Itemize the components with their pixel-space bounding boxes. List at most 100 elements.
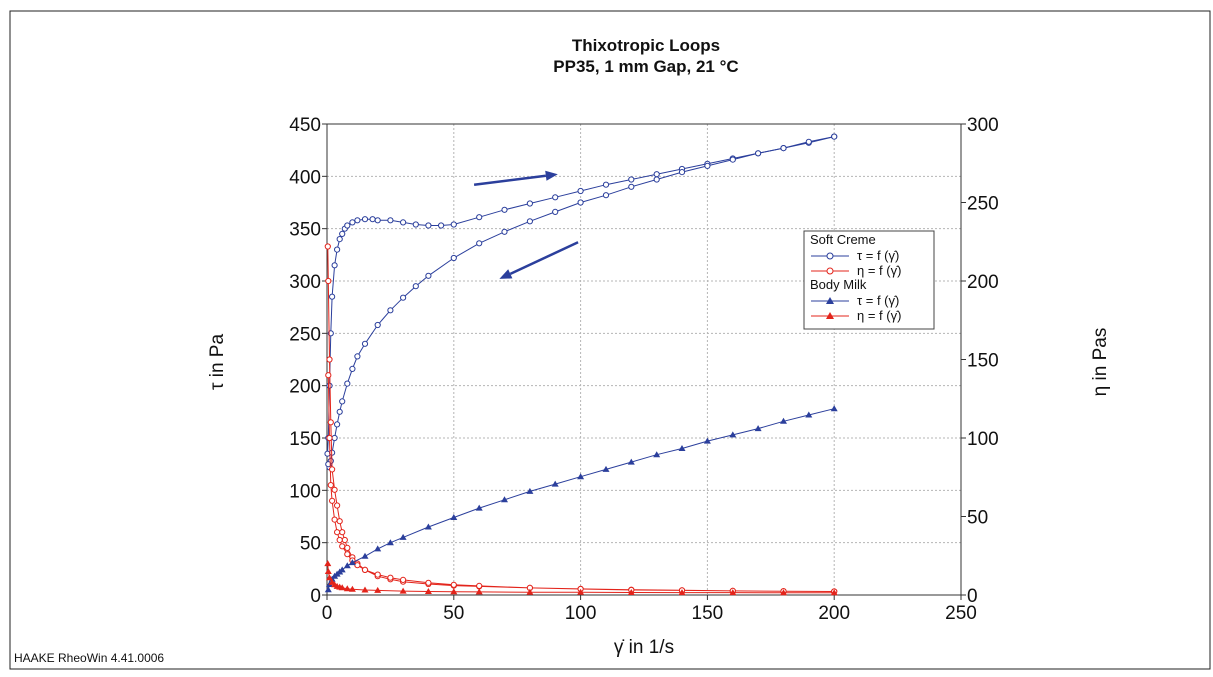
data-point	[780, 417, 787, 424]
data-point	[399, 533, 407, 540]
data-point	[325, 372, 332, 379]
data-point	[334, 502, 341, 509]
data-point	[754, 425, 762, 432]
legend-entry-soft-tau: τ = f (γ̇)	[857, 248, 899, 263]
data-point	[343, 562, 351, 569]
data-point	[326, 434, 333, 442]
data-point	[729, 156, 736, 163]
data-point	[354, 562, 361, 569]
data-point	[349, 219, 356, 226]
legend-entry-milk-tau: τ = f (γ̇)	[857, 293, 899, 308]
data-point	[577, 473, 585, 480]
y-right-tick-label: 50	[967, 508, 988, 529]
data-point	[329, 497, 336, 504]
y-left-tick-label: 100	[289, 481, 321, 502]
data-point	[551, 480, 559, 487]
x-tick-label: 50	[443, 603, 464, 624]
data-point	[374, 571, 381, 578]
data-point	[334, 246, 341, 253]
data-point	[729, 431, 737, 438]
legend-group-soft-creme: Soft Creme	[810, 232, 876, 247]
data-point	[374, 321, 381, 329]
y-axis-right-label: η in Pas	[1090, 328, 1111, 397]
y-axis-left-label: τ in Pa	[207, 334, 228, 391]
data-point	[331, 434, 338, 442]
y-right-tick-label: 300	[967, 115, 999, 136]
data-point	[361, 552, 369, 559]
legend: Soft Creme τ = f (γ̇) η = f (γ̇) Body Mi…	[803, 230, 935, 330]
x-tick-label: 150	[692, 603, 724, 624]
legend-group-body-milk: Body Milk	[810, 277, 867, 292]
plot-area-border	[326, 123, 962, 596]
data-point	[348, 585, 356, 592]
legend-marker-milk-eta	[826, 312, 834, 319]
data-point	[324, 568, 332, 574]
data-point	[386, 539, 394, 546]
data-point	[678, 445, 686, 451]
y-left-tick-label: 250	[289, 324, 321, 345]
data-point	[374, 545, 382, 552]
direction-arrow	[499, 241, 579, 279]
x-tick-label: 250	[945, 603, 977, 624]
data-point	[729, 589, 737, 596]
data-point	[627, 458, 635, 465]
chart-title: Thixotropic Loops	[572, 36, 720, 55]
axis-ticks: 0 50 100 150 200 2500501001502002503003504004…	[289, 115, 998, 624]
data-point	[678, 169, 686, 176]
data-point	[450, 514, 458, 520]
data-point	[324, 560, 332, 567]
data-point	[526, 200, 534, 207]
arrow-head	[499, 269, 513, 279]
grid-lines	[327, 124, 961, 595]
data-point	[552, 194, 559, 201]
data-point	[387, 574, 394, 581]
data-point	[336, 408, 343, 415]
data-point	[327, 482, 334, 489]
x-tick-label: 0	[322, 603, 333, 624]
data-point	[338, 584, 346, 591]
y-left-tick-label: 400	[289, 167, 321, 188]
data-point	[329, 466, 336, 473]
data-point	[526, 218, 534, 225]
data-point	[339, 543, 346, 550]
data-point	[374, 586, 382, 593]
data-point	[354, 353, 361, 360]
data-point	[412, 221, 419, 228]
y-right-tick-label: 0	[967, 586, 978, 607]
data-point	[501, 206, 508, 213]
series-line	[327, 136, 835, 470]
data-point	[400, 294, 407, 301]
y-right-tick-label: 200	[967, 272, 999, 293]
data-point	[602, 192, 610, 199]
data-point	[349, 365, 356, 372]
y-left-tick-label: 50	[300, 534, 321, 555]
data-point	[399, 587, 407, 594]
data-point	[755, 150, 762, 157]
data-point	[344, 222, 351, 229]
data-point	[450, 221, 457, 228]
data-point	[425, 272, 432, 279]
legend-entry-soft-eta: η = f (γ̇)	[857, 263, 901, 278]
outer-border	[9, 10, 1211, 670]
data-point	[577, 588, 585, 595]
data-point	[354, 217, 361, 224]
data-point	[327, 419, 334, 426]
data-point	[653, 176, 660, 183]
data-point	[369, 216, 376, 223]
y-left-tick-label: 350	[289, 220, 321, 241]
data-point	[325, 277, 332, 285]
legend-marker-soft-eta	[826, 267, 834, 275]
data-point	[831, 133, 838, 140]
legend-box	[803, 230, 935, 330]
series-line	[327, 408, 835, 590]
data-point	[450, 254, 457, 262]
data-point	[344, 551, 351, 558]
y-left-tick-label: 200	[289, 377, 321, 398]
arrow-head	[545, 170, 558, 181]
data-point	[476, 214, 483, 221]
data-point	[348, 559, 356, 566]
series-milk_tau	[324, 405, 838, 593]
data-point	[329, 293, 336, 300]
data-point	[336, 236, 343, 243]
